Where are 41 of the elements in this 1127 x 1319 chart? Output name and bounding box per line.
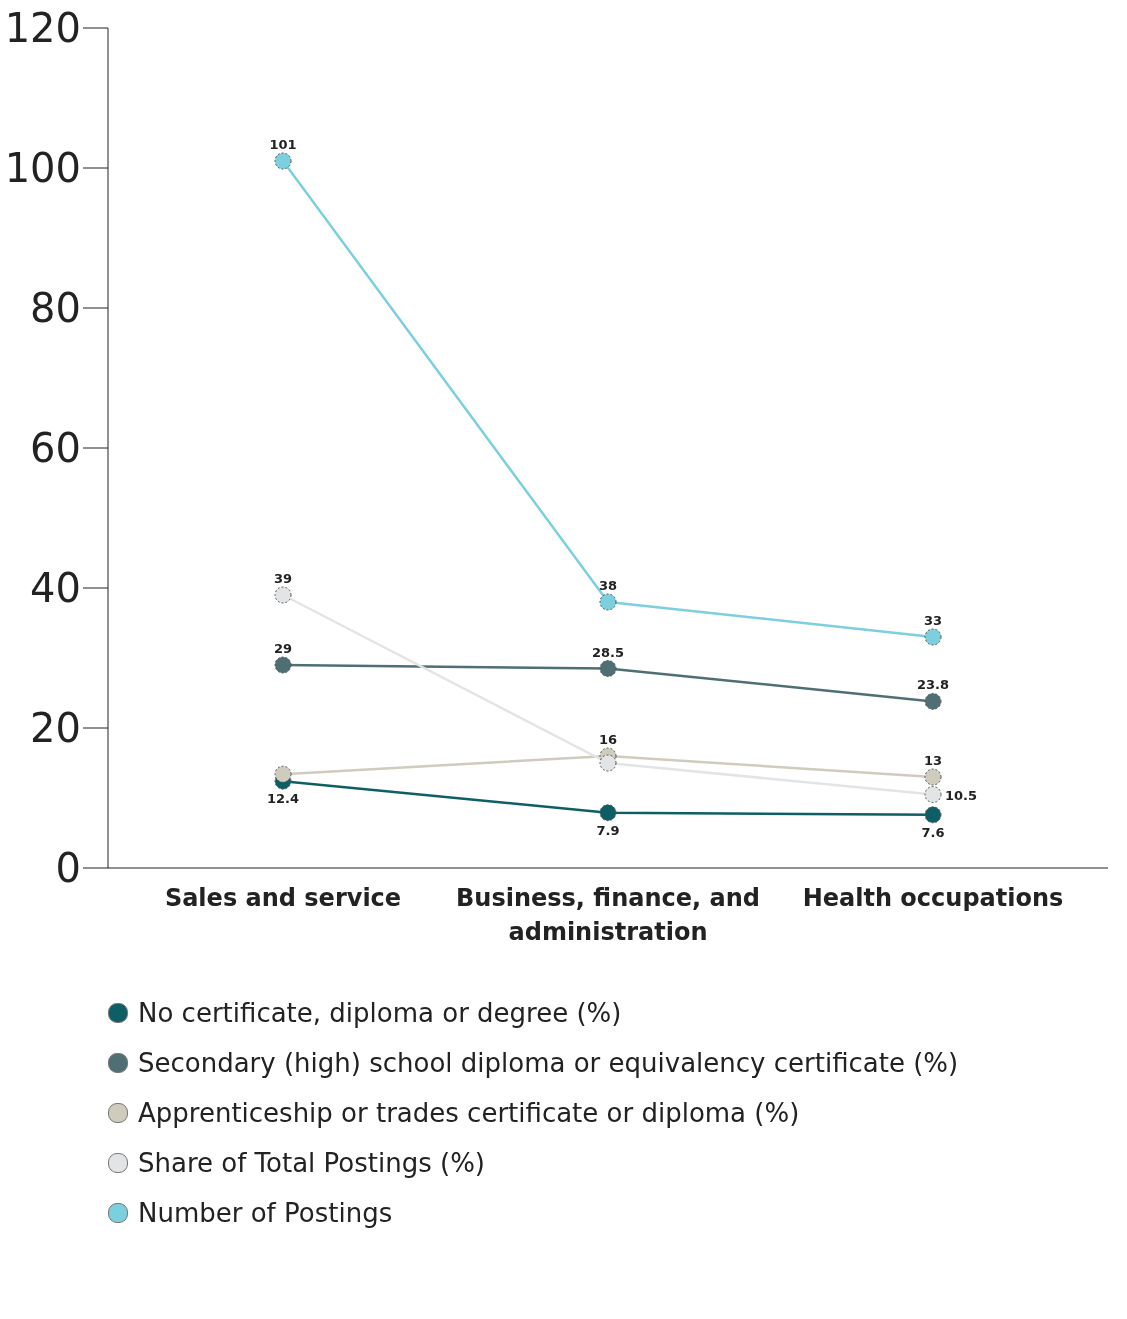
x-tick-label: Sales and service xyxy=(164,884,402,912)
legend-label: Apprenticeship or trades certificate or diploma (%) xyxy=(138,1098,800,1128)
legend-label: Secondary (high) school diploma or equivalency certificate (%) xyxy=(138,1048,959,1078)
point xyxy=(599,754,617,772)
x-tick-label: Health occupations xyxy=(802,884,1064,912)
data-label: 101 xyxy=(269,137,297,152)
y-tick-label: 20 xyxy=(30,705,81,752)
point xyxy=(274,656,292,674)
point xyxy=(274,586,292,604)
data-label: 28.5 xyxy=(591,644,625,660)
data-label: 7.6 xyxy=(921,824,945,840)
point xyxy=(599,593,617,611)
y-tick-label: 40 xyxy=(30,565,81,612)
y-tick-label: 60 xyxy=(30,425,81,472)
point xyxy=(924,628,942,646)
legend-label: Share of Total Postings (%) xyxy=(138,1148,486,1178)
data-label: 12.4 xyxy=(266,791,300,807)
legend-label: No certificate, diploma or degree (%) xyxy=(138,998,622,1028)
point xyxy=(924,786,942,803)
data-label: 13 xyxy=(923,753,943,768)
y-tick-label: 120 xyxy=(4,5,81,52)
point xyxy=(599,804,617,822)
point xyxy=(924,768,942,786)
data-label: 23.8 xyxy=(916,677,950,693)
point xyxy=(274,152,292,170)
y-tick-label: 100 xyxy=(4,145,81,192)
point xyxy=(274,765,292,783)
data-label: 29 xyxy=(273,641,293,656)
data-label: 33 xyxy=(923,613,943,628)
data-label: 38 xyxy=(598,578,618,593)
x-tick-label: Business, finance, and administration xyxy=(456,884,760,946)
data-label: 10.5 xyxy=(945,787,978,803)
y-tick-label: 80 xyxy=(30,285,81,332)
point xyxy=(924,806,942,824)
data-label: 16 xyxy=(598,732,618,747)
data-label: 7.9 xyxy=(596,822,620,838)
legend-label: Number of Postings xyxy=(138,1198,393,1228)
point xyxy=(924,692,942,710)
y-tick-label: 0 xyxy=(55,845,81,892)
data-label: 39 xyxy=(273,571,293,586)
point xyxy=(599,660,617,677)
